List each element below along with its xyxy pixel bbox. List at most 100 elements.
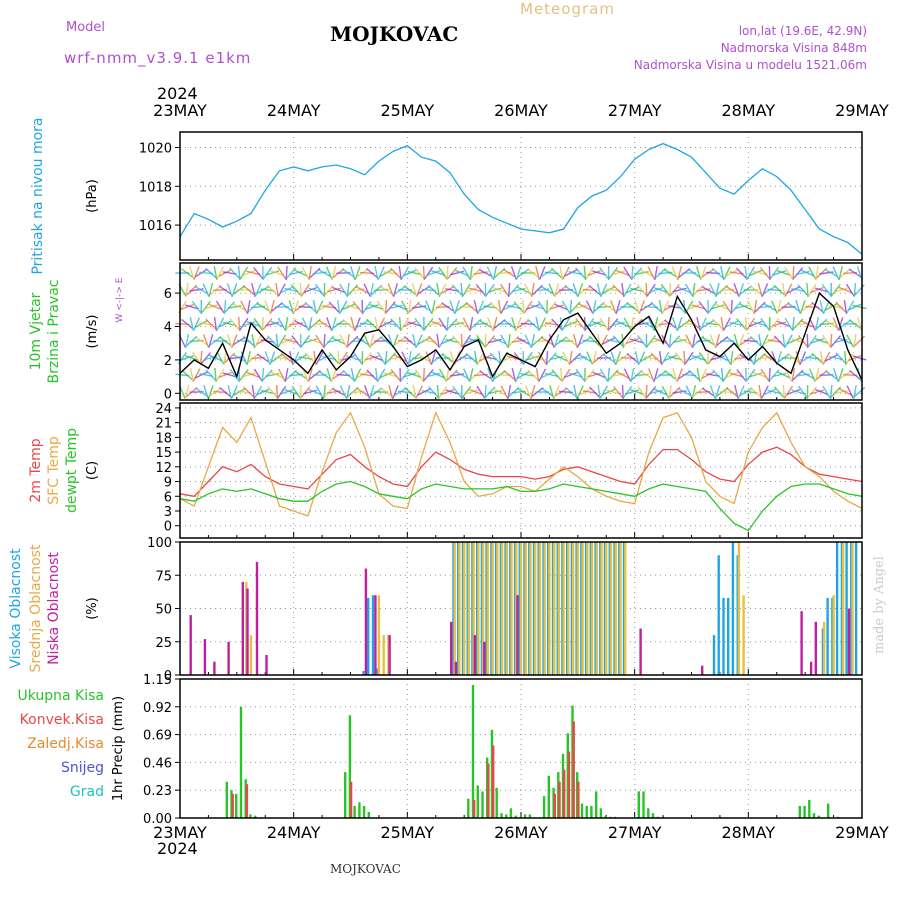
- wind-arrow: [254, 283, 262, 297]
- series-line-sfc-temp: [179, 411, 863, 517]
- bar: [487, 763, 490, 818]
- wind-arrow: [535, 317, 540, 331]
- wind-arrow: [795, 270, 810, 276]
- bar: [547, 775, 550, 818]
- wind-arrow: [676, 368, 683, 382]
- wind-arrow: [511, 317, 517, 331]
- wind-arrow: [376, 300, 386, 314]
- series-line-dewpt-temp: [179, 480, 863, 532]
- bar: [454, 661, 458, 675]
- bar: [567, 542, 570, 675]
- bar: [516, 595, 519, 675]
- wind-arrow: [800, 320, 815, 328]
- wind-arrow: [350, 368, 355, 382]
- wind-arrow: [507, 384, 512, 400]
- bar: [505, 542, 508, 675]
- wind-arrow: [307, 368, 313, 382]
- wind-arrow: [300, 334, 311, 348]
- bar: [471, 685, 475, 818]
- wind-arrow: [757, 283, 763, 297]
- wind-arrow: [852, 304, 867, 310]
- day-label-top: 29MAY: [835, 101, 889, 120]
- wind-arrow: [537, 300, 547, 314]
- wind-arrow: [451, 284, 463, 296]
- wind-arrow: [599, 317, 609, 331]
- wind-arrow: [799, 351, 807, 365]
- wind-arrow: [524, 283, 533, 297]
- wind-arrow: [315, 334, 325, 348]
- y-tick-label: 25: [155, 636, 172, 651]
- wind-arrow: [540, 320, 554, 328]
- wind-arrow: [574, 267, 586, 279]
- location-coordinates: lon,lat (19.6E, 42.9N): [738, 24, 867, 38]
- wind-arrow: [417, 302, 431, 312]
- wind-arrow: [184, 304, 199, 310]
- wind-arrow: [462, 317, 471, 331]
- wind-arrow: [301, 317, 310, 331]
- wind-arrow: [326, 317, 333, 331]
- wind-arrow: [379, 285, 393, 295]
- bar: [231, 793, 234, 818]
- bar: [382, 635, 385, 675]
- wind-arrow: [500, 334, 509, 348]
- wind-arrow: [222, 321, 237, 327]
- wind-arrow: [631, 265, 634, 281]
- wind-arrow: [200, 350, 203, 366]
- wind-arrow: [270, 371, 284, 379]
- y-tick-label: 0.46: [143, 756, 172, 771]
- wind-arrow: [284, 389, 299, 395]
- wind-arrow: [194, 371, 208, 379]
- y-tick-label: 75: [155, 569, 172, 584]
- wind-arrow: [445, 367, 450, 383]
- wind-arrow: [427, 335, 439, 347]
- wind-arrow: [725, 269, 739, 277]
- wind-arrow: [568, 372, 583, 378]
- bar: [353, 805, 356, 818]
- y-axis-title: 2m Temp: [28, 438, 44, 502]
- wind-arrow: [810, 389, 824, 395]
- wind-arrow: [615, 300, 621, 314]
- wind-arrow: [833, 287, 848, 293]
- wind-arrow: [216, 351, 225, 365]
- wind-arrow: [354, 266, 361, 280]
- panel-wind: 0 2 4 6 W <-|-> E (m/s) 10m Vjetar Brzina i Pra…: [28, 262, 867, 402]
- wind-arrow: [600, 334, 608, 348]
- wind-arrow: [426, 270, 441, 276]
- wind-arrow: [530, 385, 536, 399]
- y-tick-label: 0.92: [143, 701, 172, 716]
- wind-arrow: [342, 319, 355, 329]
- wind-arrow: [606, 389, 621, 395]
- wind-arrow: [844, 350, 847, 366]
- wind-arrow: [647, 317, 655, 331]
- wind-arrow: [291, 385, 301, 399]
- series-line-pressure: [179, 142, 863, 255]
- wind-arrow: [793, 267, 804, 279]
- wind-arrow: [725, 387, 738, 397]
- wind-arrow: [400, 368, 410, 382]
- wind-arrow: [265, 321, 280, 327]
- wind-arrow: [606, 339, 621, 343]
- bar: [731, 542, 735, 675]
- wind-arrow: [760, 368, 770, 382]
- wind-arrow: [846, 300, 855, 314]
- model-name: wrf-nmm_v3.9.1 e1km: [64, 49, 252, 67]
- wind-arrow: [631, 267, 643, 279]
- day-label-top: 24MAY: [267, 101, 321, 120]
- wind-arrow: [715, 283, 720, 297]
- wind-arrow: [677, 337, 692, 345]
- wind-arrow: [658, 299, 663, 315]
- wind-arrow: [616, 269, 630, 277]
- wind-arrow: [345, 355, 360, 361]
- wind-arrow: [184, 355, 199, 361]
- wind-arrow: [814, 338, 829, 344]
- wind-arrow: [576, 385, 584, 399]
- wind-arrow: [592, 321, 607, 327]
- wind-arrow: [363, 334, 371, 348]
- bar: [519, 542, 523, 675]
- wind-arrow: [304, 301, 316, 313]
- wind-arrow: [639, 269, 654, 277]
- wind-arrow: [524, 334, 532, 348]
- y-axis-title: Niska Oblacnost: [46, 552, 62, 665]
- wind-arrow: [262, 266, 273, 280]
- bar: [476, 785, 479, 818]
